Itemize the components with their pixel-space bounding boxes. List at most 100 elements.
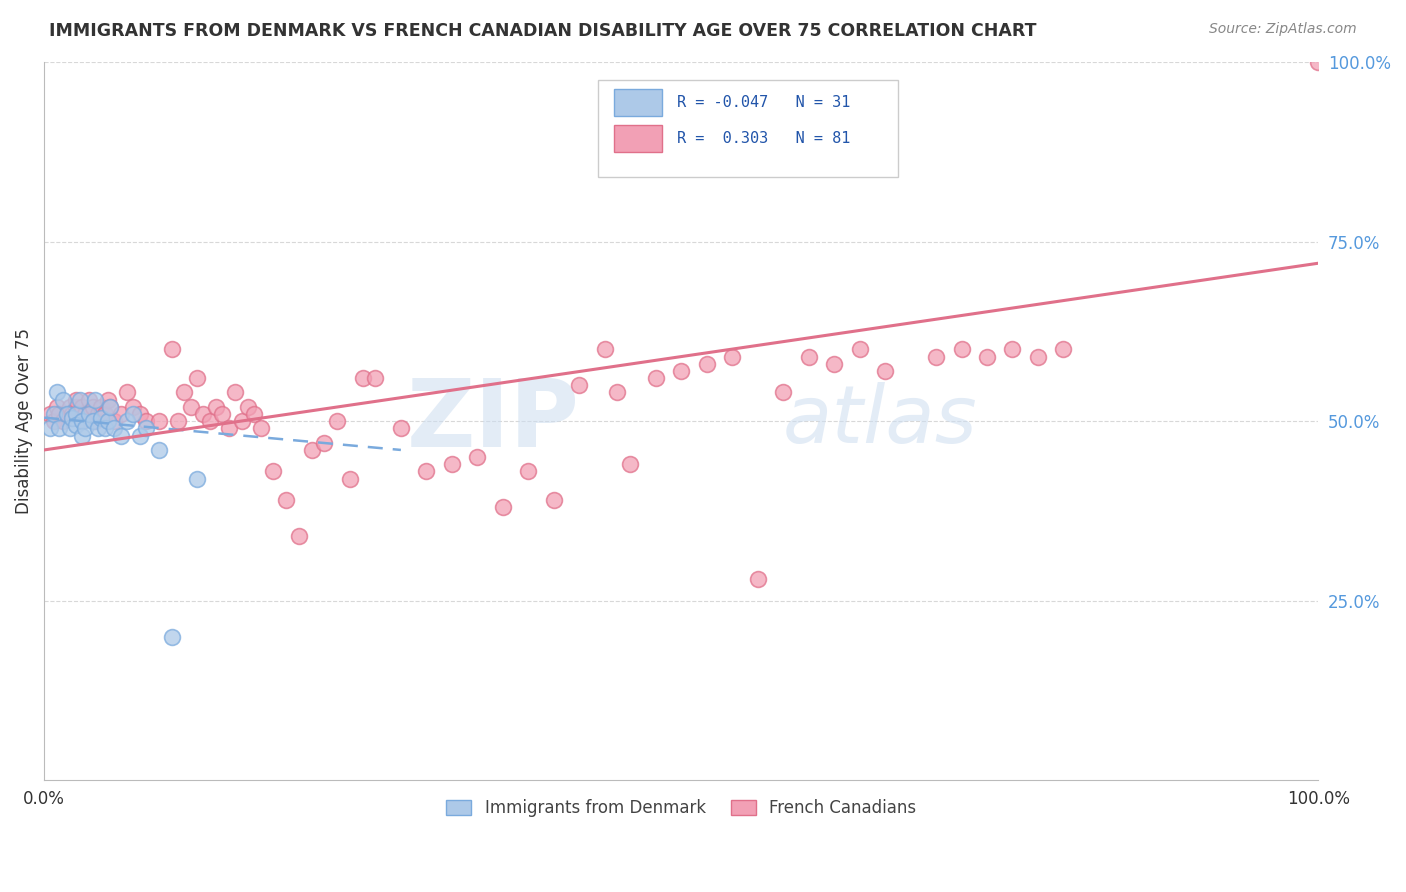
Point: [517, 465, 540, 479]
Point: [644, 371, 666, 385]
Point: [1052, 343, 1074, 357]
Point: [73, 421, 96, 435]
Point: [276, 493, 298, 508]
Point: [606, 385, 628, 400]
Point: [84, 392, 107, 407]
Point: [1308, 55, 1330, 70]
Point: [198, 414, 221, 428]
Point: [1001, 343, 1024, 357]
Point: [52, 392, 75, 407]
Point: [115, 385, 138, 400]
Text: IMMIGRANTS FROM DENMARK VS FRENCH CANADIAN DISABILITY AGE OVER 75 CORRELATION CH: IMMIGRANTS FROM DENMARK VS FRENCH CANADI…: [49, 22, 1036, 40]
Point: [98, 400, 121, 414]
Point: [543, 493, 565, 508]
Point: [389, 421, 412, 435]
Point: [218, 421, 240, 435]
Point: [65, 417, 87, 432]
Point: [160, 343, 183, 357]
Point: [77, 407, 100, 421]
Point: [90, 400, 112, 414]
Point: [873, 364, 896, 378]
Point: [148, 442, 170, 457]
Text: atlas: atlas: [783, 382, 979, 460]
Point: [593, 343, 616, 357]
Point: [950, 343, 973, 357]
Point: [186, 371, 208, 385]
FancyBboxPatch shape: [599, 80, 898, 177]
Point: [925, 350, 948, 364]
Point: [58, 400, 80, 414]
Point: [848, 343, 870, 357]
Point: [721, 350, 744, 364]
Point: [69, 392, 91, 407]
FancyBboxPatch shape: [613, 125, 662, 152]
Point: [44, 414, 66, 428]
Legend: Immigrants from Denmark, French Canadians: Immigrants from Denmark, French Canadian…: [437, 791, 925, 826]
Point: [60, 410, 83, 425]
Point: [39, 407, 62, 421]
Point: [98, 400, 121, 414]
Point: [976, 350, 998, 364]
Text: ZIP: ZIP: [406, 376, 579, 467]
Point: [86, 407, 108, 421]
Point: [1026, 350, 1049, 364]
Point: [52, 414, 75, 428]
Point: [167, 414, 190, 428]
Point: [747, 572, 769, 586]
Point: [160, 630, 183, 644]
Point: [73, 407, 96, 421]
Text: R =  0.303   N = 81: R = 0.303 N = 81: [678, 131, 851, 145]
Text: Source: ZipAtlas.com: Source: ZipAtlas.com: [1209, 22, 1357, 37]
Point: [110, 407, 132, 421]
Point: [186, 472, 208, 486]
Point: [224, 385, 246, 400]
Point: [135, 421, 157, 435]
Point: [288, 529, 311, 543]
Point: [84, 414, 107, 428]
Point: [44, 407, 66, 421]
Point: [82, 414, 104, 428]
Text: R = -0.047   N = 31: R = -0.047 N = 31: [678, 95, 851, 110]
Point: [82, 400, 104, 414]
Point: [97, 392, 120, 407]
Point: [669, 364, 692, 378]
Point: [60, 407, 83, 421]
Point: [58, 421, 80, 435]
Point: [94, 407, 117, 421]
Point: [48, 421, 70, 435]
Point: [326, 414, 349, 428]
Point: [339, 472, 361, 486]
Point: [77, 392, 100, 407]
Point: [39, 421, 62, 435]
Point: [205, 400, 228, 414]
Point: [236, 400, 259, 414]
Point: [128, 428, 150, 442]
Point: [797, 350, 820, 364]
Point: [180, 400, 202, 414]
Point: [173, 385, 195, 400]
Point: [103, 421, 125, 435]
Point: [128, 407, 150, 421]
Point: [65, 407, 87, 421]
Point: [243, 407, 266, 421]
Point: [772, 385, 794, 400]
Point: [211, 407, 233, 421]
Point: [72, 414, 94, 428]
Point: [619, 458, 641, 472]
Point: [69, 407, 91, 421]
Point: [72, 414, 94, 428]
Point: [110, 428, 132, 442]
Point: [122, 400, 145, 414]
Point: [65, 392, 87, 407]
Point: [45, 385, 67, 400]
Point: [314, 435, 336, 450]
Y-axis label: Disability Age Over 75: Disability Age Over 75: [15, 328, 32, 514]
Point: [65, 400, 87, 414]
Point: [97, 414, 120, 428]
Point: [103, 414, 125, 428]
Point: [568, 378, 591, 392]
Point: [262, 465, 284, 479]
Point: [823, 357, 845, 371]
Point: [86, 421, 108, 435]
Point: [45, 400, 67, 414]
